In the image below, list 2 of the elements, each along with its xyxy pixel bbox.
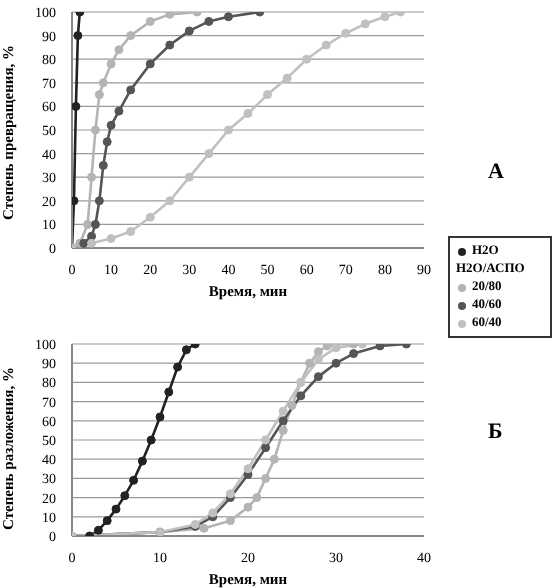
text: Б bbox=[488, 420, 503, 444]
text: А bbox=[488, 160, 504, 184]
